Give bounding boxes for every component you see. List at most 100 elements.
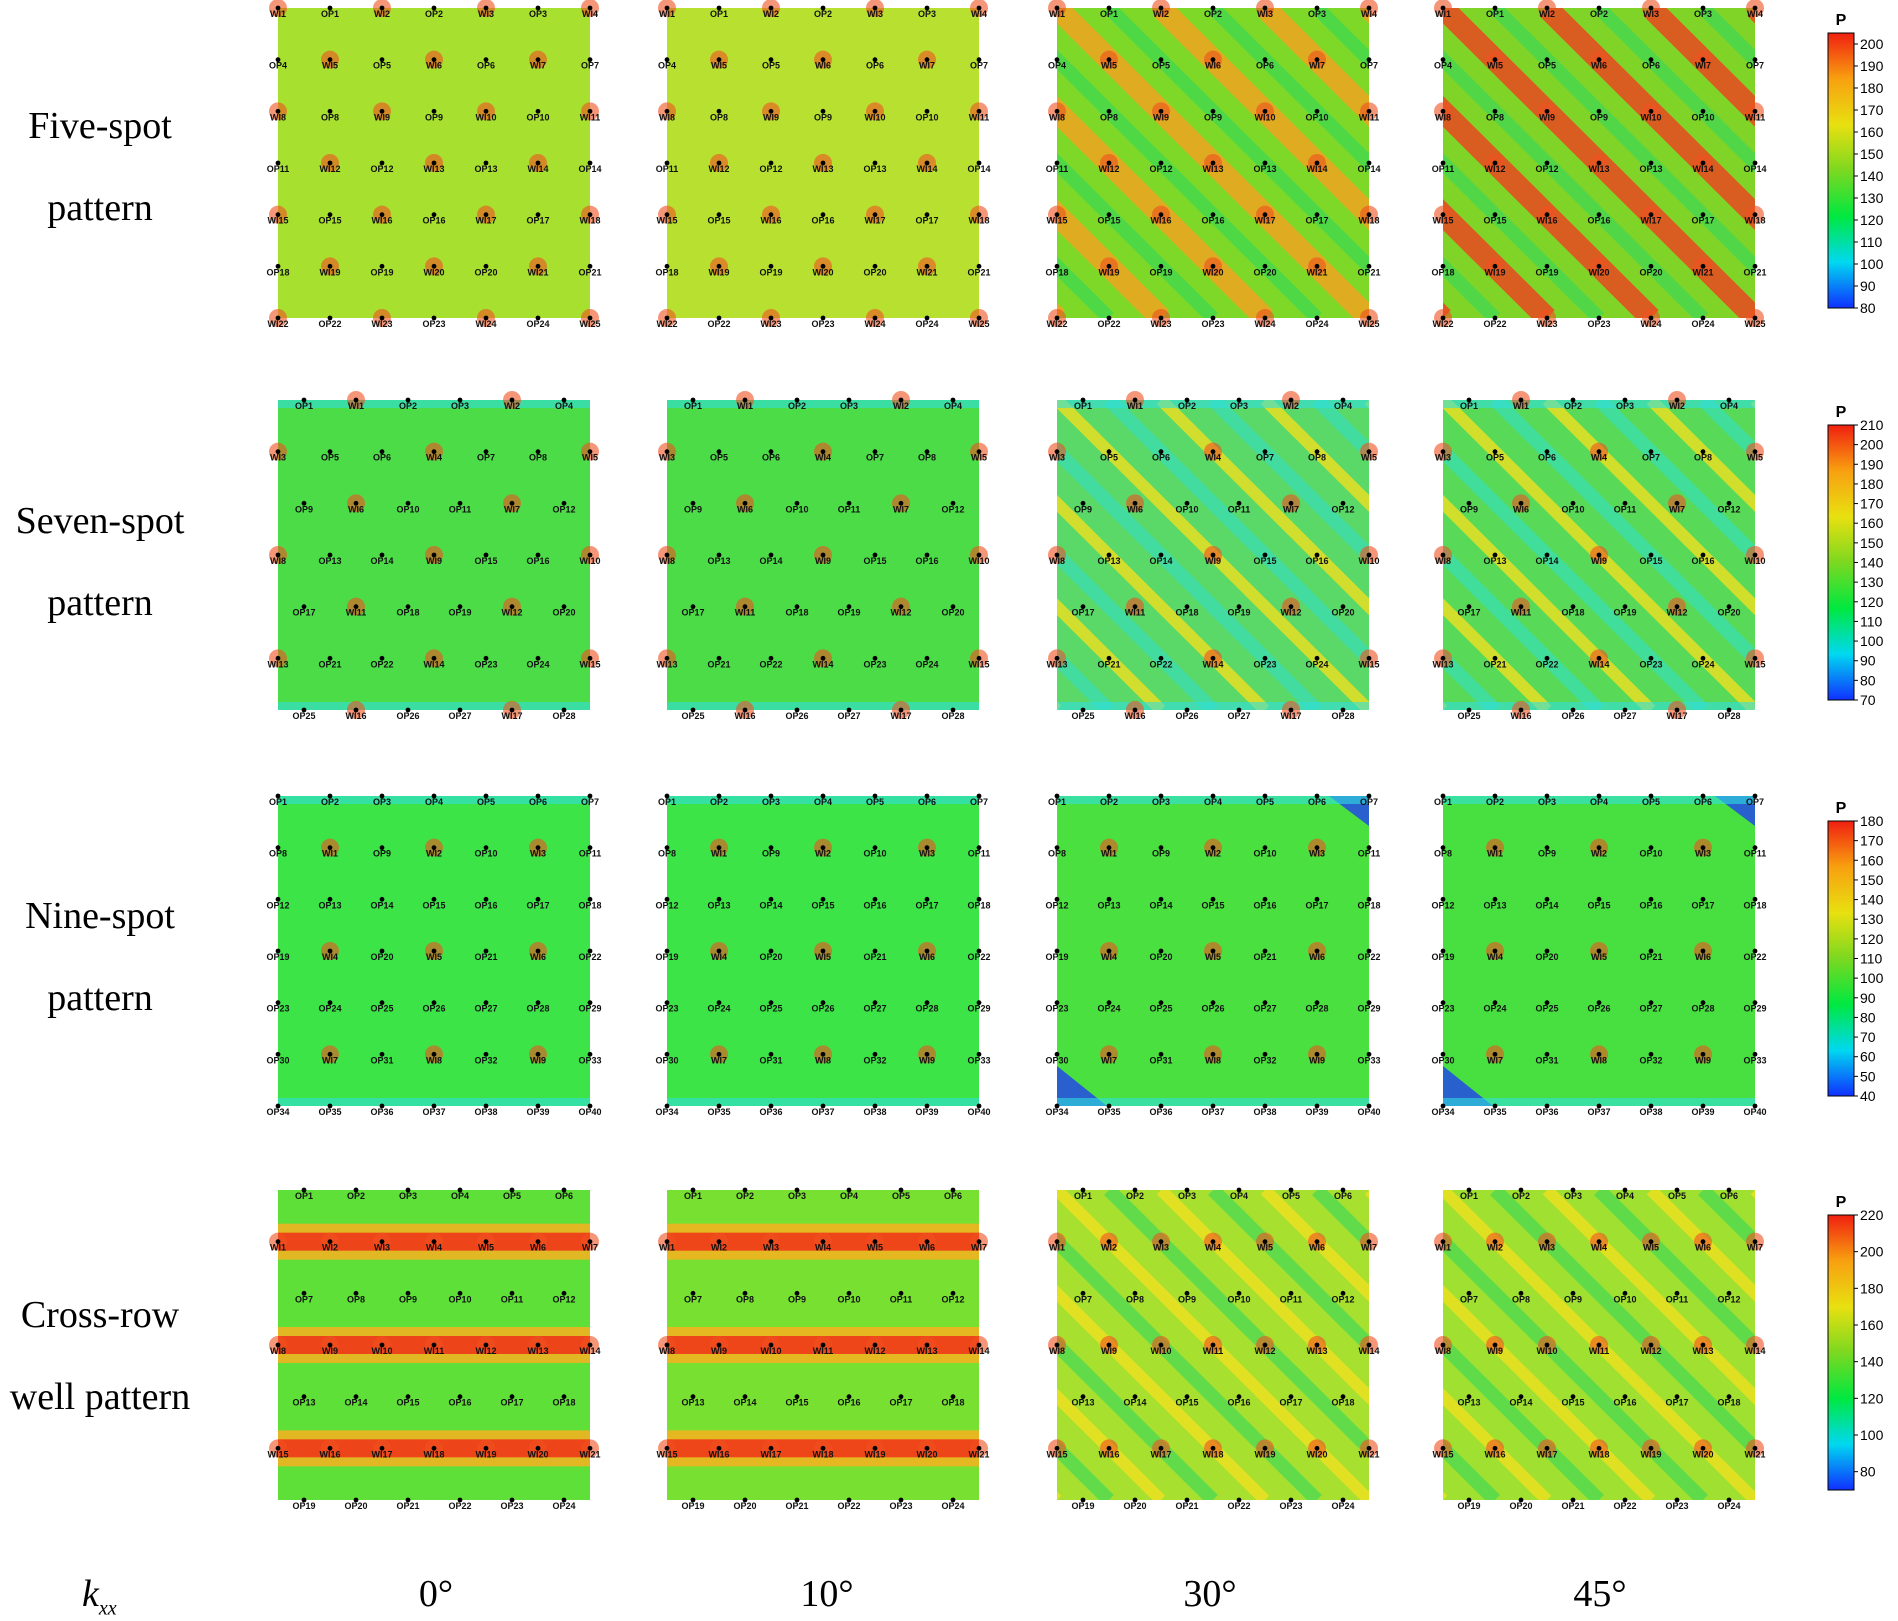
well-label: WI8 — [270, 556, 286, 566]
injection-well-marker — [1700, 160, 1706, 166]
production-well-marker — [535, 1103, 541, 1109]
colorbar-tick-label: 70 — [1860, 692, 1876, 708]
production-well-marker — [405, 1497, 411, 1503]
well-label: WI16 — [1124, 711, 1145, 721]
injection-well-marker — [1210, 655, 1216, 661]
well-label: WI16 — [734, 711, 755, 721]
well-label: WI5 — [478, 1243, 494, 1253]
production-well-marker — [535, 108, 541, 114]
injection-well-marker — [1288, 500, 1294, 506]
injection-well-marker — [1210, 948, 1216, 954]
well-label: OP5 — [1152, 61, 1170, 71]
well-label: WI3 — [1153, 1243, 1169, 1253]
well-label: OP17 — [1279, 1398, 1302, 1408]
well-label: OP1 — [295, 1191, 313, 1201]
well-label: OP5 — [321, 453, 339, 463]
well-label: OP18 — [1743, 900, 1766, 910]
production-well-marker — [535, 315, 541, 321]
well-label: WI21 — [1306, 267, 1327, 277]
well-label: OP19 — [837, 608, 860, 618]
well-label: WI24 — [1640, 319, 1661, 329]
injection-well-marker — [924, 160, 930, 166]
well-label: OP12 — [759, 164, 782, 174]
production-well-marker — [483, 655, 489, 661]
well-label: OP20 — [552, 608, 575, 618]
well-label: OP2 — [1204, 9, 1222, 19]
well-label: WI2 — [1591, 849, 1607, 859]
well-label: OP7 — [970, 61, 988, 71]
injection-well-marker — [379, 1342, 385, 1348]
production-well-marker — [950, 1187, 956, 1193]
injection-well-marker — [1210, 1051, 1216, 1057]
well-label: WI10 — [579, 556, 600, 566]
production-well-marker — [846, 707, 852, 713]
production-well-marker — [846, 1497, 852, 1503]
production-well-marker — [690, 1290, 696, 1296]
well-label: WI5 — [1591, 952, 1607, 962]
well-label: OP21 — [1561, 1501, 1584, 1511]
injection-well-marker — [1210, 57, 1216, 63]
production-well-marker — [1752, 1051, 1758, 1057]
colorbar-tick-label: 130 — [1860, 574, 1884, 590]
well-label: WI2 — [1101, 1243, 1117, 1253]
production-well-marker — [690, 604, 696, 610]
well-label: WI4 — [582, 9, 598, 19]
well-label: OP7 — [477, 453, 495, 463]
well-label: OP16 — [837, 1398, 860, 1408]
well-label: OP30 — [1431, 1055, 1454, 1065]
well-label: OP14 — [1743, 164, 1766, 174]
well-label: WI23 — [760, 319, 781, 329]
well-label: OP3 — [1564, 1191, 1582, 1201]
well-label: WI7 — [1283, 504, 1299, 514]
colorbar-tick-label: 110 — [1860, 234, 1883, 250]
well-label: OP11 — [1358, 849, 1381, 859]
production-well-marker — [1262, 1103, 1268, 1109]
row-label-line2: well pattern — [9, 1376, 191, 1418]
well-label: OP14 — [578, 164, 601, 174]
production-well-marker — [1184, 397, 1190, 403]
well-label: OP15 — [396, 1398, 419, 1408]
well-label: OP9 — [1538, 849, 1556, 859]
injection-well-marker — [1440, 1445, 1446, 1451]
production-well-marker — [1570, 1394, 1576, 1400]
well-label: OP17 — [1665, 1398, 1688, 1408]
production-well-marker — [690, 1394, 696, 1400]
well-label: WI10 — [1640, 112, 1661, 122]
production-well-marker — [976, 1000, 982, 1006]
production-well-marker — [1106, 896, 1112, 902]
injection-well-marker — [353, 604, 359, 610]
production-well-marker — [561, 1394, 567, 1400]
production-well-marker — [924, 449, 930, 455]
production-well-marker — [1674, 1497, 1680, 1503]
well-label: OP5 — [503, 1191, 521, 1201]
production-well-marker — [431, 1103, 437, 1109]
injection-well-marker — [1054, 1445, 1060, 1451]
production-well-marker — [768, 793, 774, 799]
production-well-marker — [275, 948, 281, 954]
injection-well-marker — [768, 1445, 774, 1451]
colorbar-tick-label: 150 — [1860, 872, 1884, 888]
production-well-marker — [1314, 5, 1320, 11]
production-well-marker — [535, 212, 541, 218]
well-label: OP20 — [1123, 1501, 1146, 1511]
production-well-marker — [1518, 1497, 1524, 1503]
injection-well-marker — [1366, 1445, 1372, 1451]
well-label: OP18 — [1717, 1398, 1740, 1408]
well-label: OP11 — [890, 1294, 913, 1304]
well-label: OP33 — [578, 1055, 601, 1065]
colorbar-tick-label: 160 — [1860, 124, 1884, 140]
production-well-marker — [431, 108, 437, 114]
production-well-marker — [1184, 707, 1190, 713]
production-well-marker — [664, 896, 670, 902]
injection-well-marker — [820, 552, 826, 558]
production-well-marker — [405, 500, 411, 506]
injection-well-marker — [1314, 1051, 1320, 1057]
production-well-marker — [1674, 1394, 1680, 1400]
well-label: OP2 — [1512, 1191, 1530, 1201]
injection-well-marker — [716, 1445, 722, 1451]
well-label: OP11 — [501, 1294, 524, 1304]
well-label: OP34 — [1431, 1107, 1454, 1117]
well-label: WI1 — [659, 9, 675, 19]
